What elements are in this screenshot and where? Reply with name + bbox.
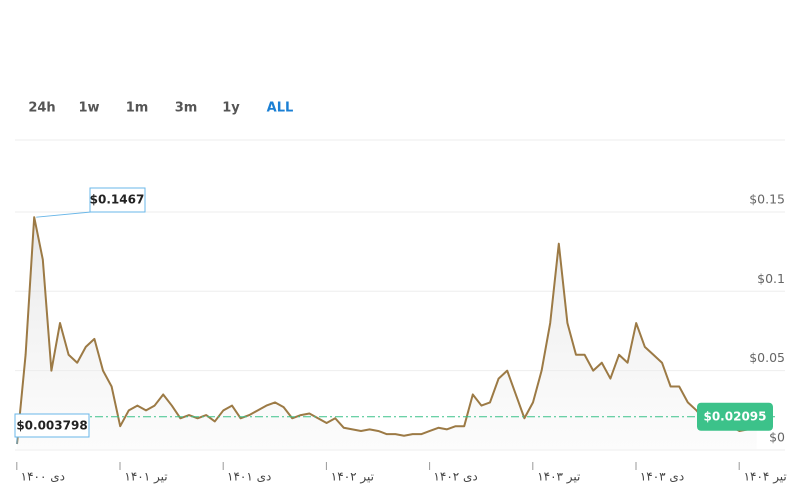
low-label: $0.003798 xyxy=(16,419,87,433)
x-tick-label: دی ۱۴۰۲ xyxy=(433,470,477,484)
y-tick-label: $0 xyxy=(769,430,785,445)
range-tab[interactable]: ALL xyxy=(267,101,294,116)
area xyxy=(17,217,757,450)
range-tab[interactable]: 1w xyxy=(78,101,99,116)
high-label: $0.1467 xyxy=(90,193,145,207)
range-tab[interactable]: 3m xyxy=(175,101,198,116)
x-tick-label: دی ۱۴۰۱ xyxy=(227,470,271,484)
x-tick-label: دی ۱۴۰۳ xyxy=(640,470,684,484)
x-tick-label: تیر ۱۴۰۳ xyxy=(537,470,580,485)
current-price-label: $0.02095 xyxy=(703,409,766,423)
high-connector xyxy=(36,211,92,218)
y-tick-label: $0.1 xyxy=(757,271,785,286)
x-tick-label: دی ۱۴۰۰ xyxy=(21,470,65,484)
price-line xyxy=(16,216,758,445)
y-tick-label: $0.05 xyxy=(749,350,785,365)
high-box xyxy=(89,187,146,213)
x-tick-label: تیر ۱۴۰۴ xyxy=(744,470,787,485)
low-box xyxy=(14,413,90,438)
x-tick-label: تیر ۱۴۰۲ xyxy=(331,470,374,485)
x-tick-label: تیر ۱۴۰۱ xyxy=(124,470,167,485)
range-tab[interactable]: 1y xyxy=(222,101,240,116)
range-tab[interactable]: 24h xyxy=(28,101,55,116)
y-tick-label: $0.15 xyxy=(749,191,785,206)
range-tab[interactable]: 1m xyxy=(126,101,149,116)
current-price-badge xyxy=(697,402,773,431)
